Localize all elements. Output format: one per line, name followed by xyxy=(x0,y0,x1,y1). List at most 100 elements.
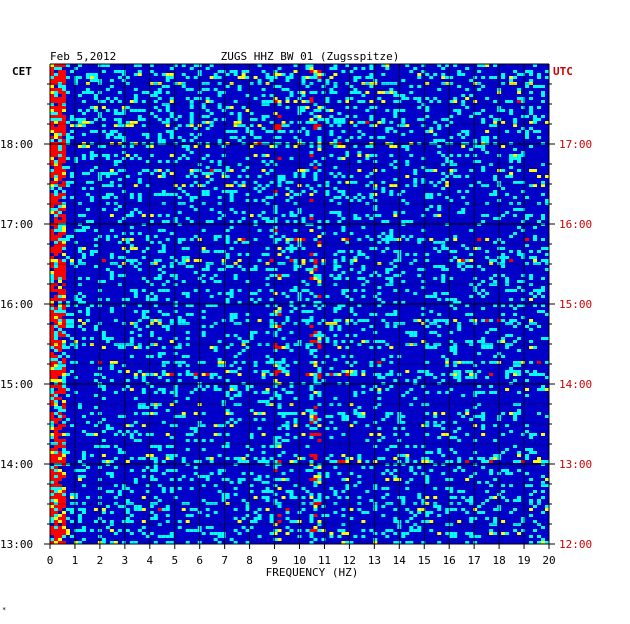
heatmap-cell xyxy=(381,121,386,124)
heatmap-cell xyxy=(53,88,58,91)
heatmap-cell xyxy=(69,508,74,511)
heatmap-cell xyxy=(101,106,106,109)
heatmap-cell xyxy=(81,502,86,505)
heatmap-cell xyxy=(137,403,142,406)
heatmap-cell xyxy=(425,370,430,373)
heatmap-cell xyxy=(445,523,450,526)
heatmap-cell xyxy=(537,76,542,79)
heatmap-cell xyxy=(109,274,114,277)
heatmap-cell xyxy=(50,316,54,319)
heatmap-cell xyxy=(61,70,66,73)
heatmap-cell xyxy=(205,109,210,112)
heatmap-cell xyxy=(513,181,518,184)
heatmap-cell xyxy=(413,529,418,532)
heatmap-cell xyxy=(269,445,274,448)
heatmap-cell xyxy=(201,247,206,250)
heatmap-cell xyxy=(473,508,478,511)
heatmap-cell xyxy=(265,76,270,79)
heatmap-cell xyxy=(513,340,518,343)
heatmap-cell xyxy=(61,346,66,349)
heatmap-cell xyxy=(509,154,514,157)
heatmap-cell xyxy=(345,373,350,376)
heatmap-cell xyxy=(185,265,190,268)
heatmap-cell xyxy=(193,64,198,67)
heatmap-cell xyxy=(405,433,410,436)
heatmap-cell xyxy=(437,181,442,184)
heatmap-cell xyxy=(501,169,506,172)
heatmap-cell xyxy=(189,391,194,394)
heatmap-cell xyxy=(101,538,106,541)
heatmap-cell xyxy=(53,439,58,442)
heatmap-cell xyxy=(449,460,454,463)
heatmap-cell xyxy=(181,415,186,418)
heatmap-cell xyxy=(465,259,470,262)
heatmap-cell xyxy=(277,328,282,331)
heatmap-cell xyxy=(285,247,290,250)
heatmap-cell xyxy=(317,340,322,343)
heatmap-cell xyxy=(317,148,322,151)
heatmap-cell xyxy=(253,331,258,334)
heatmap-cell xyxy=(385,412,390,415)
heatmap-cell xyxy=(285,343,290,346)
heatmap-cell xyxy=(409,91,414,94)
heatmap-cell xyxy=(501,73,506,76)
heatmap-cell xyxy=(373,532,378,535)
heatmap-cell xyxy=(529,508,534,511)
heatmap-cell xyxy=(465,370,470,373)
heatmap-cell xyxy=(305,130,310,133)
heatmap-cell xyxy=(53,448,58,451)
heatmap-cell xyxy=(381,181,386,184)
heatmap-cell xyxy=(61,139,66,142)
heatmap-cell xyxy=(121,433,126,436)
heatmap-cell xyxy=(265,268,270,271)
heatmap-cell xyxy=(145,247,150,250)
heatmap-cell xyxy=(61,445,66,448)
heatmap-cell xyxy=(61,331,66,334)
heatmap-cell xyxy=(181,280,186,283)
heatmap-cell xyxy=(373,385,378,388)
heatmap-cell xyxy=(249,520,254,523)
heatmap-cell xyxy=(65,418,70,421)
heatmap-cell xyxy=(381,418,386,421)
heatmap-cell xyxy=(249,472,254,475)
heatmap-cell xyxy=(133,541,138,544)
heatmap-cell xyxy=(501,532,506,535)
heatmap-cell xyxy=(317,106,322,109)
heatmap-cell xyxy=(349,262,354,265)
heatmap-cell xyxy=(341,145,346,148)
heatmap-cell xyxy=(129,541,134,544)
heatmap-cell xyxy=(485,376,490,379)
heatmap-cell xyxy=(357,121,362,124)
heatmap-cell xyxy=(449,82,454,85)
heatmap-cell xyxy=(217,541,222,544)
heatmap-cell xyxy=(65,91,70,94)
heatmap-cell xyxy=(65,166,70,169)
heatmap-cell xyxy=(505,448,510,451)
heatmap-cell xyxy=(529,478,534,481)
heatmap-cell xyxy=(85,109,90,112)
heatmap-cell xyxy=(245,385,250,388)
heatmap-cell xyxy=(93,73,98,76)
x-tick-label: 9 xyxy=(271,554,278,567)
heatmap-cell xyxy=(245,388,250,391)
heatmap-cell xyxy=(501,256,506,259)
heatmap-cell xyxy=(533,520,538,523)
heatmap-cell xyxy=(389,127,394,130)
heatmap-cell xyxy=(229,208,234,211)
heatmap-cell xyxy=(537,292,542,295)
heatmap-cell xyxy=(165,457,170,460)
heatmap-cell xyxy=(69,259,74,262)
heatmap-cell xyxy=(89,73,94,76)
heatmap-cell xyxy=(301,82,306,85)
heatmap-cell xyxy=(129,520,134,523)
heatmap-cell xyxy=(233,334,238,337)
heatmap-cell xyxy=(405,97,410,100)
heatmap-cell xyxy=(57,457,62,460)
heatmap-cell xyxy=(465,154,470,157)
heatmap-cell xyxy=(137,370,142,373)
heatmap-cell xyxy=(473,364,478,367)
heatmap-cell xyxy=(317,283,322,286)
heatmap-cell xyxy=(533,259,538,262)
heatmap-cell xyxy=(125,298,130,301)
heatmap-cell xyxy=(169,373,174,376)
